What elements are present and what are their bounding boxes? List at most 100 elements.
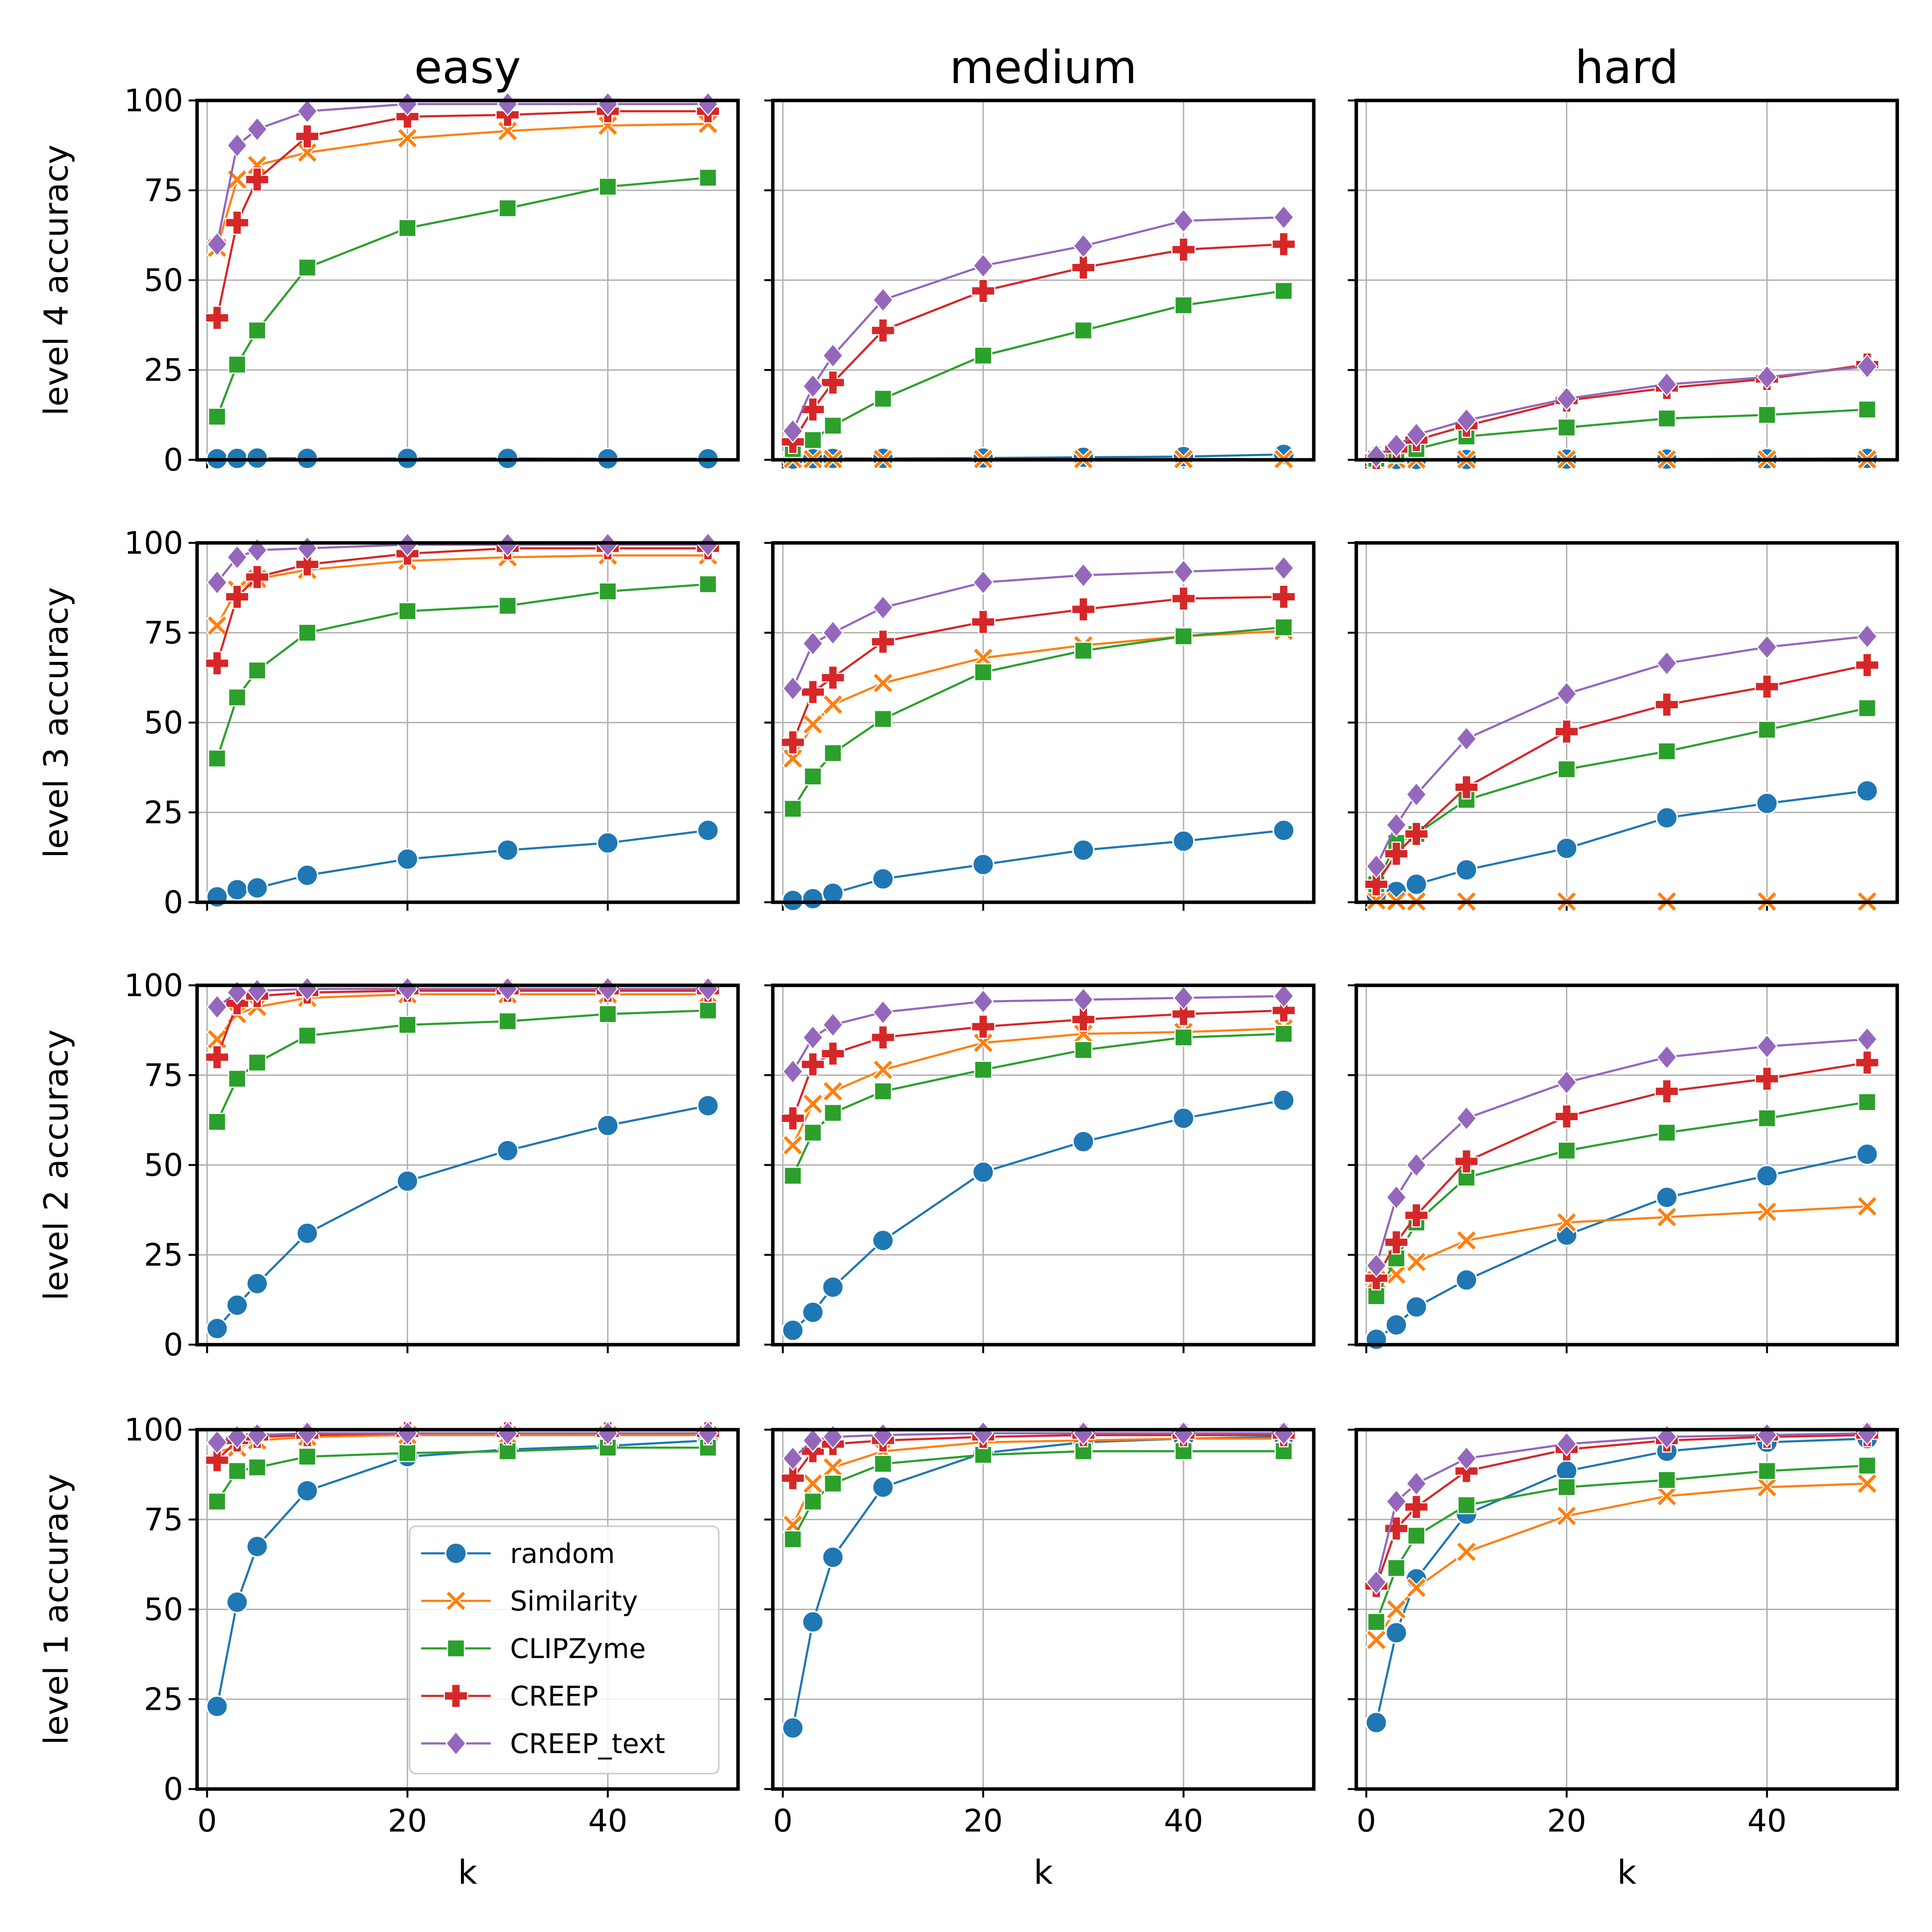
panel-r1-c1-line-CREEP_text: [792, 567, 1284, 689]
panel-r3-c2-point-Similarity-shape: [1856, 1473, 1878, 1495]
panel-r1-c1-line-Similarity: [792, 630, 1284, 759]
panel-r0-c0-point-CLIPZyme-shape: [398, 219, 417, 237]
panel-r0-c0-point-CLIPZyme-shape: [599, 177, 617, 196]
panel-r0-c1-point-CLIPZyme-shape: [1074, 321, 1093, 340]
panel-r0-c1-point-CREEP-shape: [801, 397, 825, 422]
panel-r0-c0-frame: [195, 99, 740, 462]
column-title: medium: [950, 41, 1137, 94]
panel-r1-c2-point-CREEP: [1855, 653, 1879, 677]
panel-r1-c2-point-CREEP_text-shape: [1556, 681, 1577, 706]
panel-r2-c0-point-CLIPZyme-shape: [498, 1012, 517, 1031]
panel-r0-c0-point-CREEP-shape: [295, 124, 320, 149]
panel-r1-c0-point-random-shape: [697, 819, 719, 842]
panel-r2-c1-point-CREEP_text-shape: [972, 989, 994, 1014]
panel-r1-c0-point-CLIPZyme-shape: [208, 749, 226, 768]
panel-r0-c1-point-CREEP_text: [1073, 233, 1094, 259]
panel-r2-c2-point-random: [1365, 1328, 1388, 1351]
panel-r1-c1-point-CLIPZyme: [784, 799, 802, 818]
panel-r0-c1-point-CLIPZyme-shape: [1174, 296, 1193, 315]
panel-r1-c0-line-CLIPZyme: [216, 583, 708, 759]
panel-r1-c1-point-CREEP_text-shape: [822, 620, 844, 645]
legend-entry-CREEP: CREEP: [421, 1680, 598, 1712]
panel-r3-c2-point-Similarity: [1756, 1476, 1778, 1498]
panel-r0-c0-point-CLIPZyme-shape: [298, 258, 316, 277]
panel-r2-c2-point-CREEP_text: [1556, 1070, 1577, 1095]
panel-r3-c0-point-CLIPZyme: [398, 1444, 417, 1462]
panel-r3-c0-point-CLIPZyme-shape: [699, 1439, 717, 1457]
panel-r2-c2-point-CREEP-shape: [1364, 1266, 1389, 1291]
panel-r1-c1-point-CREEP_text: [802, 631, 824, 656]
panel-r3-c1-point-random: [821, 1546, 844, 1569]
panel-r2-c2-point-CREEP_text-shape: [1386, 1185, 1407, 1210]
panel-r3-c2-point-CREEP_text-shape: [1366, 1570, 1387, 1595]
panel-r2-c0-point-random-shape: [396, 1170, 419, 1192]
panel-r3-c2-point-CLIPZyme-shape: [1858, 1456, 1876, 1475]
panel-r2-c1-point-CREEP_text-shape: [802, 1025, 824, 1050]
legend-marker-Similarity: [445, 1590, 467, 1612]
panel-r1-c0-point-random: [596, 832, 619, 854]
panel-r1-c1-point-CREEP-shape: [821, 665, 845, 690]
panel-r2-c0-point-CLIPZyme: [398, 1015, 417, 1034]
panel-r0-c1-point-CREEP_text: [802, 374, 824, 399]
panel-r1-c0-point-random-shape: [226, 878, 248, 901]
panel-r3-c0-point-CREEP_text-shape: [206, 1430, 228, 1455]
panel-r1-c0-point-CLIPZyme: [298, 624, 316, 642]
panel-r2-c2-point-random-shape: [1856, 1143, 1879, 1166]
panel-r1-c0-point-CLIPZyme: [228, 688, 247, 707]
panel-r3-c0-point-CREEP-shape: [205, 1448, 230, 1473]
panel-r2-c1-point-CREEP-shape: [781, 1106, 805, 1131]
panel-r2-c1-point-CREEP_text: [782, 1059, 804, 1084]
panel-r3-c0-point-random-shape: [246, 1535, 269, 1558]
panel-r2-c0-line-CLIPZyme: [216, 1009, 708, 1122]
panel-r3-c0-point-CLIPZyme-shape: [208, 1492, 226, 1511]
panel-r2-c0-point-CREEP_text: [206, 994, 228, 1020]
panel-r3-c0-point-random-shape: [296, 1480, 319, 1502]
panel-r2-c2-point-CREEP: [1404, 1203, 1429, 1228]
legend-marker-CREEP: [444, 1684, 468, 1708]
panel-r1-c2-point-CREEP_text: [1656, 651, 1678, 676]
panel-r2-c1-point-CLIPZyme: [804, 1123, 822, 1142]
panel-r2-c1-point-Similarity: [972, 1032, 994, 1054]
panel-r3-c0-point-CLIPZyme-shape: [398, 1444, 417, 1462]
panel-r3-c1-series: [781, 1420, 1296, 1739]
panel-r1-c0-point-CREEP_text-shape: [206, 570, 228, 595]
panel-r1-c0-point-CREEP_text: [226, 544, 248, 570]
panel-r1-c2-point-CREEP: [1655, 692, 1679, 717]
panel-r0-c0-point-CREEP: [245, 167, 270, 192]
panel-r0-c0-point-Similarity-shape: [296, 141, 318, 163]
panel-r1-c0-point-CLIPZyme-shape: [248, 661, 267, 680]
panel-r2-c1-point-CREEP: [1071, 1007, 1096, 1032]
panel-r0-c1-point-CREEP: [821, 370, 845, 395]
panel-r1-c1-series: [781, 555, 1296, 912]
panel-r3-c1-point-CLIPZyme: [804, 1492, 822, 1511]
panel-r3-c1-point-CREEP_text-shape: [802, 1428, 824, 1453]
panel-r3-c2-point-CREEP_text-shape: [1456, 1446, 1477, 1471]
panel-r2-c0-point-CREEP_text-shape: [697, 976, 719, 1002]
panel-r1-c0-point-random-shape: [496, 839, 519, 862]
legend-label-Similarity: Similarity: [510, 1585, 638, 1617]
panel-r3-c1-point-CLIPZyme: [874, 1454, 892, 1473]
panel-r3-c2-line-CLIPZyme: [1375, 1464, 1867, 1622]
panel-r2-c2-point-CREEP: [1554, 1104, 1579, 1129]
panel-r3-c1-point-random-shape: [801, 1611, 824, 1633]
y-tick-label: 50: [144, 705, 183, 741]
panel-r3-c0-point-random: [296, 1480, 319, 1502]
panel-r1-c2-point-CREEP_text: [1386, 812, 1407, 838]
panel-r1-c0-point-CLIPZyme: [398, 602, 417, 621]
panel-r2-c0-point-random: [396, 1170, 419, 1192]
panel-r1-c1-line-CREEP: [792, 595, 1284, 743]
panel-r2-c1-point-CLIPZyme: [824, 1104, 842, 1122]
panel-r2-c2-point-CLIPZyme-shape: [1758, 1109, 1776, 1128]
panel-r0-c0-point-CREEP_text: [247, 117, 268, 142]
panel-r0-c2-point-CLIPZyme: [1658, 409, 1676, 428]
panel-r1-c1-point-CREEP_text-shape: [972, 570, 994, 595]
panel-r0-c1-point-CREEP_text-shape: [1073, 233, 1094, 259]
panel-r0-c1-point-CREEP: [871, 318, 895, 343]
panel-r1-c0-point-CREEP-shape: [225, 585, 250, 609]
panel-r0-c1-point-CREEP-shape: [871, 318, 895, 343]
x-tick-label: 0: [1356, 1803, 1376, 1839]
panel-r2-c1-point-CREEP_text: [872, 1000, 894, 1025]
panel-r2-c2-point-CREEP-shape: [1404, 1203, 1429, 1228]
panel-r1-c2-point-random: [1856, 779, 1879, 802]
x-tick-label: 0: [197, 1803, 217, 1839]
